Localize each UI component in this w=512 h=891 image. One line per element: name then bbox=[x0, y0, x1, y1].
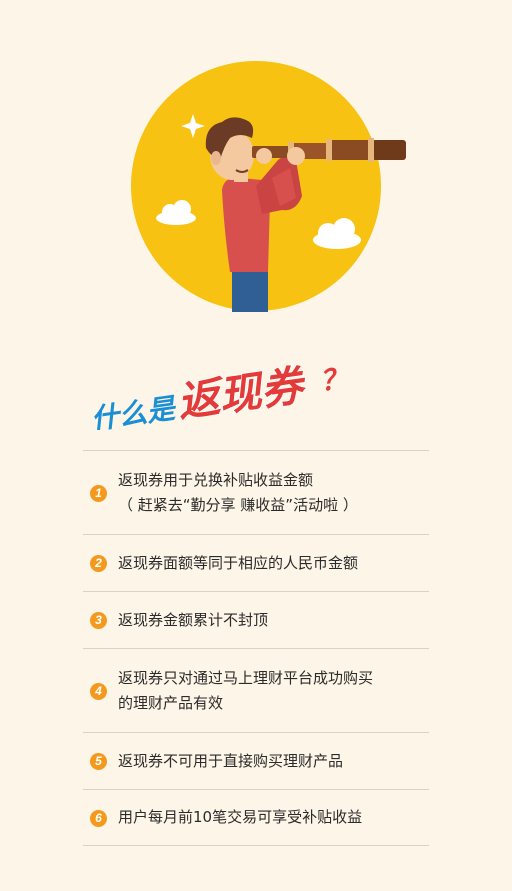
rule-line: 返现券金额累计不封顶 bbox=[118, 610, 269, 629]
rule-text: 返现券面额等同于相应的人民币金额 bbox=[118, 551, 358, 576]
sparkle-icon bbox=[181, 114, 205, 138]
title-part2: 返现券 bbox=[174, 360, 310, 427]
list-item: 3 返现券金额累计不封顶 bbox=[83, 591, 429, 648]
rule-text: 返现券用于兑换补贴收益金额 （ 赶紧去“勤分享 赚收益”活动啦 ） bbox=[118, 468, 358, 518]
rule-text: 返现券不可用于直接购买理财产品 bbox=[118, 749, 343, 774]
rules-list: 1 返现券用于兑换补贴收益金额 （ 赶紧去“勤分享 赚收益”活动啦 ） 2 返现… bbox=[83, 450, 429, 846]
rule-line: 返现券不可用于直接购买理财产品 bbox=[118, 751, 344, 770]
rule-text: 返现券金额累计不封顶 bbox=[118, 608, 268, 633]
page-title: 什么是 返现券 ？ bbox=[89, 359, 350, 430]
rule-line: 返现券面额等同于相应的人民币金额 bbox=[118, 553, 359, 572]
list-item: 6 用户每月前10笔交易可享受补贴收益 bbox=[83, 789, 429, 846]
number-badge-icon: 6 bbox=[90, 809, 107, 827]
rule-text: 返现券只对通过马上理财平台成功购买 的理财产品有效 bbox=[118, 666, 373, 716]
title-part1: 什么是 bbox=[89, 391, 179, 430]
title-part3: ？ bbox=[318, 361, 350, 398]
list-item: 4 返现券只对通过马上理财平台成功购买 的理财产品有效 bbox=[83, 648, 429, 732]
cloud-right-icon bbox=[313, 218, 361, 249]
cloud-left-icon bbox=[156, 200, 196, 225]
rule-line: 的理财产品有效 bbox=[118, 693, 224, 712]
rule-line: 返现券只对通过马上理财平台成功购买 bbox=[118, 668, 374, 687]
number-badge-icon: 3 bbox=[90, 612, 107, 629]
number-badge-icon: 4 bbox=[90, 682, 107, 700]
rule-line: （ 赶紧去“勤分享 赚收益”活动啦 ） bbox=[118, 495, 358, 514]
number-badge-icon: 1 bbox=[90, 484, 107, 502]
telescope-man-illustration bbox=[131, 61, 406, 312]
number-badge-icon: 5 bbox=[90, 753, 107, 770]
list-item: 2 返现券面额等同于相应的人民币金额 bbox=[83, 534, 429, 591]
rule-line: 用户每月前10笔交易可享受补贴收益 bbox=[118, 808, 363, 826]
number-badge-icon: 2 bbox=[90, 555, 107, 572]
list-item: 1 返现券用于兑换补贴收益金额 （ 赶紧去“勤分享 赚收益”活动啦 ） bbox=[83, 450, 429, 534]
rule-line: 返现券用于兑换补贴收益金额 bbox=[118, 470, 314, 489]
rule-text: 用户每月前10笔交易可享受补贴收益 bbox=[118, 805, 362, 830]
list-item: 5 返现券不可用于直接购买理财产品 bbox=[83, 732, 429, 789]
